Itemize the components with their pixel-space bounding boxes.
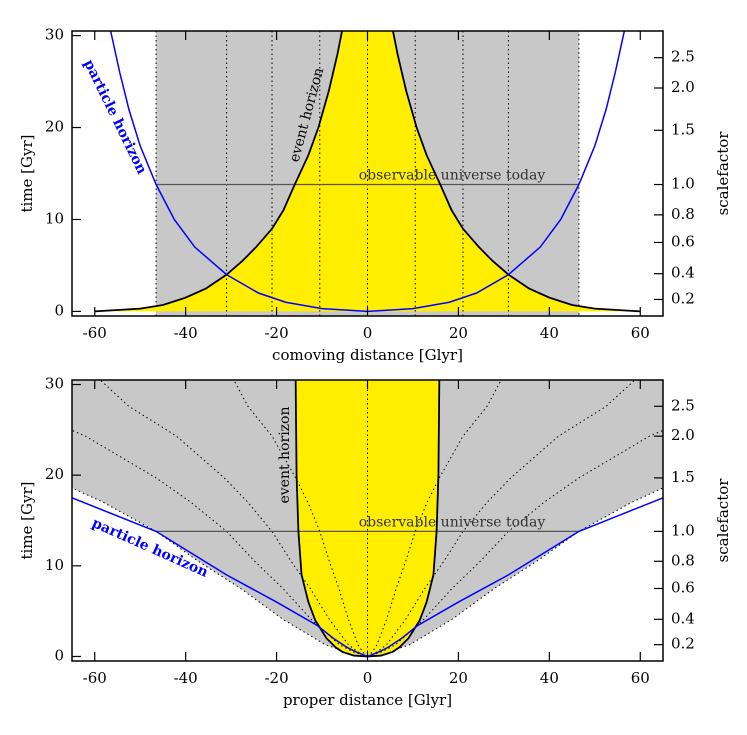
y2-tick-label: 1.0 <box>671 521 695 539</box>
y2-tick-label: 1.5 <box>671 468 695 486</box>
horizon-fill <box>295 380 440 657</box>
y2-tick-label: 0.2 <box>671 289 695 307</box>
y2-tick-label: 0.6 <box>671 232 695 250</box>
x-tick-label: 60 <box>631 669 650 687</box>
worldline <box>367 429 663 657</box>
y2-tick-label: 2.5 <box>671 48 695 66</box>
x-tick-label: -40 <box>174 324 198 342</box>
worldline <box>72 429 368 657</box>
x-axis-label: comoving distance [Glyr] <box>272 346 463 364</box>
series-label: particle horizon <box>80 57 149 177</box>
y-tick-label: 10 <box>45 209 64 227</box>
y2-tick-label: 2.0 <box>671 426 695 444</box>
today-label: observable universe today <box>359 514 546 530</box>
horizon-line <box>72 497 368 658</box>
y2-tick-label: 0.6 <box>671 578 695 596</box>
y2-tick-label: 2.5 <box>671 396 695 414</box>
y-tick-label: 20 <box>45 118 64 136</box>
series-label: event horizon <box>277 406 293 503</box>
x-tick-label: -60 <box>83 669 107 687</box>
y-tick-label: 20 <box>45 465 64 483</box>
x-tick-label: 40 <box>540 324 559 342</box>
y2-tick-label: 0.4 <box>671 609 695 627</box>
x-tick-label: -40 <box>174 669 198 687</box>
x-tick-label: 20 <box>449 324 468 342</box>
horizon-line <box>109 31 368 313</box>
x-tick-label: -20 <box>264 669 288 687</box>
y2-axis-label: scalefactor <box>714 131 732 216</box>
y-tick-label: 0 <box>54 301 64 319</box>
y-axis-label: time [Gyr] <box>18 134 36 212</box>
plot-area <box>72 380 663 658</box>
x-tick-label: 60 <box>631 324 650 342</box>
x-tick-label: 0 <box>363 324 373 342</box>
worldline <box>233 380 368 657</box>
y-tick-label: 30 <box>45 375 64 393</box>
y2-axis-label: scalefactor <box>714 478 732 563</box>
today-label: observable universe today <box>359 168 546 184</box>
y-tick-label: 10 <box>45 556 64 574</box>
y-tick-label: 30 <box>45 26 64 44</box>
horizon-line <box>392 31 641 313</box>
horizon-line <box>94 31 343 313</box>
y2-tick-label: 2.0 <box>671 78 695 96</box>
x-tick-label: 0 <box>363 669 373 687</box>
y2-tick-label: 1.5 <box>671 120 695 138</box>
y2-tick-label: 0.8 <box>671 551 695 569</box>
x-tick-label: 20 <box>449 669 468 687</box>
worldline <box>367 380 502 657</box>
horizon-line <box>367 31 626 313</box>
x-axis-label: proper distance [Glyr] <box>283 691 452 709</box>
y2-tick-label: 0.4 <box>671 264 695 282</box>
x-tick-label: -60 <box>83 324 107 342</box>
y2-tick-label: 1.0 <box>671 175 695 193</box>
y-tick-label: 0 <box>54 646 64 664</box>
y2-tick-label: 0.2 <box>671 635 695 653</box>
plot-area <box>94 31 641 316</box>
y2-tick-label: 0.8 <box>671 205 695 223</box>
x-tick-label: 40 <box>540 669 559 687</box>
x-tick-label: -20 <box>264 324 288 342</box>
horizon-line <box>367 497 663 658</box>
y-axis-label: time [Gyr] <box>18 481 36 559</box>
